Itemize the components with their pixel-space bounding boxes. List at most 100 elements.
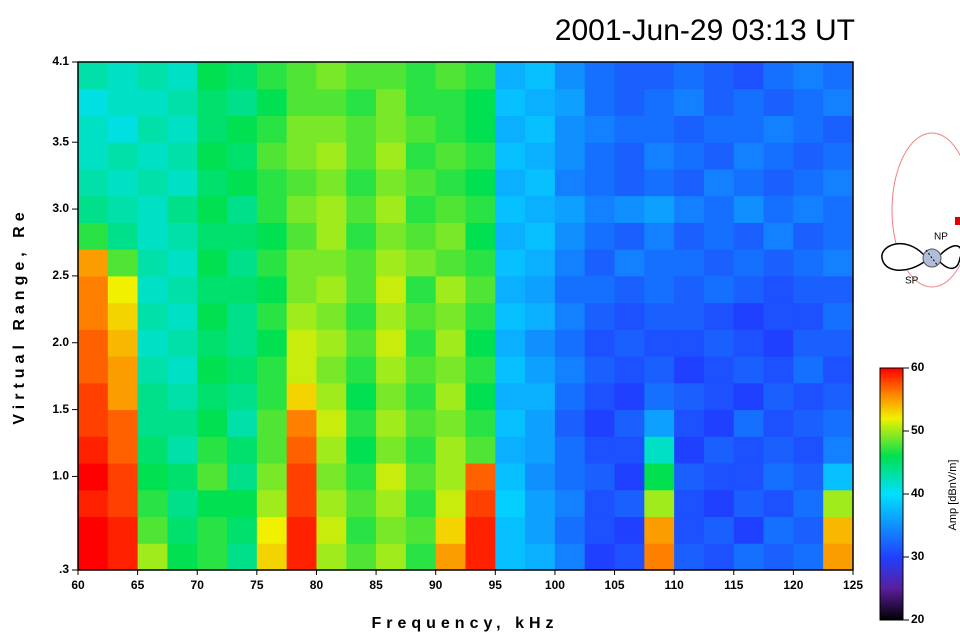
heatmap-cell [78, 196, 108, 223]
heatmap-cell [704, 517, 734, 544]
heatmap-cell [78, 169, 108, 196]
heatmap-cell [704, 410, 734, 437]
heatmap-cell [615, 142, 645, 169]
heatmap-cell [78, 222, 108, 249]
heatmap-cell [734, 543, 764, 570]
heatmap-cell [108, 62, 138, 89]
heatmap-cell [197, 356, 227, 383]
heatmap-cell [525, 517, 555, 544]
heatmap-cell [78, 249, 108, 276]
heatmap-cell [466, 517, 496, 544]
heatmap-cell [436, 463, 466, 490]
x-tick-label: 115 [724, 578, 744, 592]
x-tick-label: 60 [71, 578, 85, 592]
heatmap-cell [615, 249, 645, 276]
heatmap-cell [197, 410, 227, 437]
heatmap-cell [287, 490, 317, 517]
heatmap-cell [436, 329, 466, 356]
x-tick-label: 105 [605, 578, 625, 592]
heatmap-cell [346, 89, 376, 116]
heatmap-cell [287, 276, 317, 303]
heatmap-cell [227, 196, 257, 223]
heatmap-cell [227, 249, 257, 276]
heatmap-cell [287, 89, 317, 116]
heatmap-cell [495, 517, 525, 544]
heatmap-cell [615, 490, 645, 517]
heatmap-cell [704, 62, 734, 89]
heatmap-cell [227, 142, 257, 169]
heatmap-cell [227, 329, 257, 356]
heatmap-cell [823, 222, 853, 249]
heatmap-cell [644, 410, 674, 437]
heatmap-cell [764, 436, 794, 463]
heatmap-cell [555, 276, 585, 303]
heatmap-cell [644, 142, 674, 169]
heatmap-cell [316, 436, 346, 463]
heatmap-cell [257, 115, 287, 142]
heatmap-cell [287, 517, 317, 544]
heatmap-cell [495, 222, 525, 249]
heatmap-cell [704, 249, 734, 276]
heatmap-cell [764, 196, 794, 223]
heatmap-cell [197, 222, 227, 249]
heatmap-cell [615, 356, 645, 383]
heatmap-cell [167, 303, 197, 330]
heatmap-cell [167, 249, 197, 276]
heatmap-cell [406, 490, 436, 517]
heatmap-cell [644, 303, 674, 330]
heatmap-cell [793, 62, 823, 89]
heatmap-cell [823, 276, 853, 303]
heatmap-cell [585, 89, 615, 116]
heatmap-cell [376, 89, 406, 116]
heatmap-cell [197, 142, 227, 169]
y-tick-label: 3.5 [52, 134, 69, 148]
heatmap-cell [585, 249, 615, 276]
heatmap-cell [287, 410, 317, 437]
y-tick-label: 2.0 [52, 335, 69, 349]
heatmap-cell [376, 169, 406, 196]
heatmap-cell [78, 142, 108, 169]
heatmap-cell [674, 329, 704, 356]
heatmap-cell [674, 517, 704, 544]
heatmap-cell [793, 463, 823, 490]
heatmap-cell [197, 517, 227, 544]
heatmap-cell [287, 249, 317, 276]
heatmap-cell [525, 463, 555, 490]
heatmap-cell [376, 410, 406, 437]
heatmap-cell [138, 303, 168, 330]
heatmap-cell [197, 249, 227, 276]
heatmap-cell [227, 490, 257, 517]
heatmap-cell [287, 142, 317, 169]
heatmap-cell [734, 276, 764, 303]
heatmap-cell [436, 89, 466, 116]
heatmap-cell [108, 383, 138, 410]
heatmap-cell [406, 169, 436, 196]
heatmap-cell [376, 543, 406, 570]
heatmap-cell [525, 196, 555, 223]
heatmap-cell [793, 410, 823, 437]
heatmap-cell [346, 517, 376, 544]
heatmap-cell [436, 222, 466, 249]
heatmap-cell [466, 249, 496, 276]
heatmap-cell [287, 436, 317, 463]
heatmap-cell [525, 62, 555, 89]
heatmap-cell [257, 89, 287, 116]
heatmap-cell [615, 196, 645, 223]
heatmap-cell [793, 169, 823, 196]
heatmap-cell [764, 222, 794, 249]
heatmap-cell [555, 142, 585, 169]
heatmap-cell [78, 89, 108, 116]
heatmap-cell [615, 276, 645, 303]
heatmap-cell [167, 222, 197, 249]
heatmap-cell [644, 196, 674, 223]
heatmap-cell [78, 490, 108, 517]
heatmap-cell [227, 62, 257, 89]
heatmap-cell [764, 249, 794, 276]
heatmap-cell [585, 142, 615, 169]
heatmap-cell [376, 463, 406, 490]
heatmap-cell [78, 115, 108, 142]
heatmap-cell [316, 62, 346, 89]
heatmap-cell [78, 436, 108, 463]
heatmap-cell [138, 490, 168, 517]
heatmap-cell [674, 490, 704, 517]
